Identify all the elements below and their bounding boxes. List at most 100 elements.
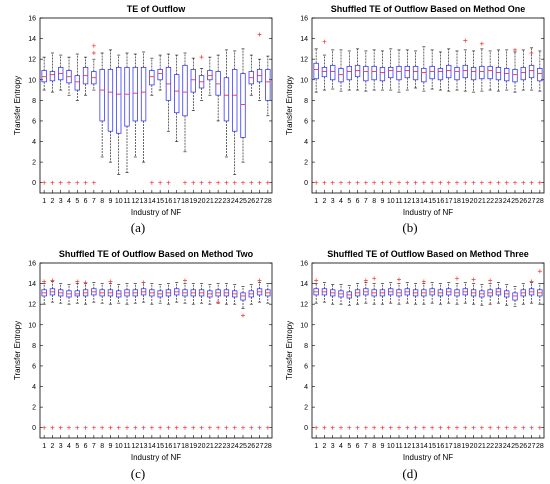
y-tick-label: 2 <box>304 405 308 412</box>
box-23 <box>495 282 502 304</box>
outlier-point <box>438 425 443 430</box>
box-iqr <box>437 68 444 81</box>
x-tick-label: 19 <box>189 443 197 450</box>
x-tick-label: 8 <box>100 443 104 450</box>
box-iqr <box>371 65 377 81</box>
box-12 <box>404 282 410 304</box>
x-tick-label: 8 <box>372 443 376 450</box>
x-tick-label: 10 <box>115 443 123 450</box>
box-25 <box>240 286 246 309</box>
x-tick-label: 11 <box>395 198 402 205</box>
y-tick-label: 2 <box>32 160 36 167</box>
x-tick-label: 3 <box>59 198 63 205</box>
x-tick-label: 8 <box>372 198 376 205</box>
x-tick-label: 2 <box>50 198 54 205</box>
box-iqr <box>512 292 518 301</box>
box-13 <box>412 283 419 305</box>
chart-title: Shuffled TE of Outflow Based on Method T… <box>327 249 529 259</box>
outlier-point <box>141 280 146 285</box>
box-19 <box>190 283 196 305</box>
box-22 <box>215 54 221 122</box>
box-18 <box>182 283 188 304</box>
outlier-point <box>372 425 377 430</box>
box-6 <box>82 56 89 96</box>
x-tick-label: 20 <box>470 198 478 205</box>
x-tick-label: 1 <box>314 443 318 450</box>
x-tick-label: 23 <box>223 198 231 205</box>
box-16 <box>165 283 172 305</box>
box-19 <box>190 57 196 111</box>
outlier-point <box>257 32 262 37</box>
y-tick-label: 10 <box>28 77 36 84</box>
subfigure-label-d: (d) <box>402 466 418 481</box>
y-axis-label: Transfer Entropy <box>13 321 22 380</box>
x-tick-label: 18 <box>453 198 461 205</box>
outlier-point <box>241 313 245 318</box>
x-tick-label: 19 <box>189 198 197 205</box>
box-iqr <box>182 64 188 117</box>
x-tick-label: 7 <box>92 443 96 450</box>
x-tick-label: 13 <box>140 198 148 205</box>
box-iqr <box>107 69 114 132</box>
outlier-point <box>125 425 129 430</box>
box-19 <box>462 282 468 304</box>
box-2 <box>321 54 328 91</box>
chart-4: Shuffled TE of Outflow Based on Method T… <box>285 249 545 462</box>
x-tick-label: 4 <box>67 443 71 450</box>
box-iqr <box>240 292 246 301</box>
outlier-point <box>108 279 113 284</box>
box-iqr <box>487 65 493 80</box>
outlier-point <box>479 41 484 46</box>
outlier-point <box>166 180 171 185</box>
outlier-point <box>183 278 187 283</box>
box-7 <box>363 282 369 304</box>
outlier-point <box>355 180 360 185</box>
box-iqr <box>190 69 196 93</box>
x-tick-label: 24 <box>231 198 239 205</box>
y-tick-label: 8 <box>304 98 308 105</box>
box-iqr <box>504 68 510 82</box>
y-tick-label: 2 <box>304 160 308 167</box>
x-tick-label: 17 <box>173 198 181 205</box>
box-27 <box>256 282 263 303</box>
outlier-point <box>430 180 435 185</box>
box-iqr <box>132 67 138 122</box>
box-6 <box>354 48 361 91</box>
x-tick-label: 12 <box>131 443 139 450</box>
box-1 <box>313 48 319 93</box>
outlier-point <box>463 180 468 185</box>
outlier-point <box>174 425 179 430</box>
x-tick-label: 23 <box>223 443 231 450</box>
outlier-point <box>265 425 270 430</box>
outlier-point <box>388 180 393 185</box>
box-3 <box>330 284 336 305</box>
outlier-point <box>183 180 187 185</box>
x-tick-label: 11 <box>123 443 130 450</box>
box-iqr <box>338 68 344 83</box>
box-iqr <box>215 71 221 96</box>
box-25 <box>512 286 518 307</box>
box-1 <box>313 283 319 304</box>
x-tick-label: 8 <box>100 198 104 205</box>
box-iqr <box>174 74 180 114</box>
x-tick-label: 12 <box>403 198 411 205</box>
box-20 <box>198 68 205 101</box>
outlier-point <box>50 425 55 430</box>
x-tick-label: 28 <box>264 198 272 205</box>
subfigure-label-b: (b) <box>402 220 418 235</box>
outlier-point <box>438 180 443 185</box>
outlier-point <box>521 425 526 430</box>
outlier-point <box>257 180 262 185</box>
box-27 <box>528 47 535 91</box>
x-tick-label: 4 <box>339 198 343 205</box>
outlier-point <box>67 180 71 185</box>
outlier-point <box>455 180 459 185</box>
box-4 <box>66 284 72 305</box>
outlier-point <box>496 180 501 185</box>
box-11 <box>124 283 130 305</box>
box-15 <box>157 54 163 91</box>
box-iqr <box>49 71 56 82</box>
outlier-point <box>224 425 229 430</box>
y-tick-label: 14 <box>300 36 308 43</box>
